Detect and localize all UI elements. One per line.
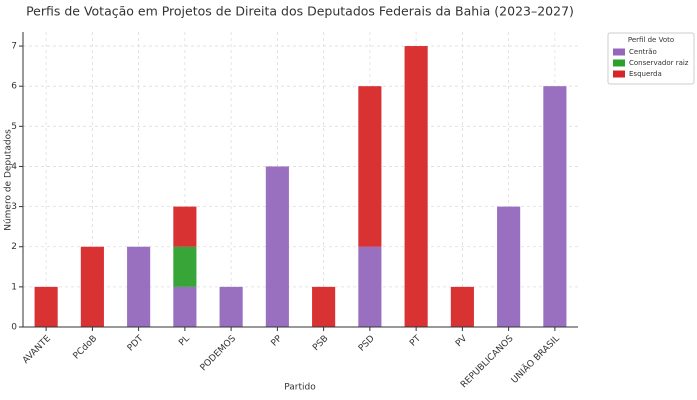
y-tick-label: 4 xyxy=(11,162,17,172)
x-tick-label: PL xyxy=(177,334,191,348)
legend: Perfil de Voto Centrão Conservador raiz Esq… xyxy=(607,32,695,85)
legend-swatch xyxy=(613,48,625,56)
bar-segment xyxy=(404,46,428,328)
legend-title: Perfil de Voto xyxy=(628,36,674,44)
bar-segment xyxy=(358,246,382,327)
bar-segment xyxy=(219,286,243,327)
bar-segment xyxy=(173,286,197,327)
legend-label: Centrão xyxy=(629,48,657,56)
y-tick-label: 1 xyxy=(11,282,17,292)
legend-label: Esquerda xyxy=(629,70,662,78)
bar-segment xyxy=(34,286,58,327)
y-axis-label: Número de Deputados xyxy=(4,129,14,231)
bar-segment xyxy=(80,246,104,327)
x-tick-label: PV xyxy=(454,333,470,349)
bar-segment xyxy=(173,206,197,247)
y-tick-label: 5 xyxy=(11,122,17,132)
bar-segment xyxy=(358,86,382,247)
y-tick-label: 0 xyxy=(11,323,17,333)
bar-segment xyxy=(312,286,336,327)
x-tick-label: PODEMOS xyxy=(199,334,239,374)
legend-swatch xyxy=(613,59,625,67)
legend-box xyxy=(607,32,695,85)
y-tick-label: 2 xyxy=(11,242,17,252)
y-tick-label: 6 xyxy=(11,82,17,92)
y-tick-label: 7 xyxy=(11,42,17,52)
x-tick-label: AVANTE xyxy=(21,334,53,366)
bar-segment xyxy=(450,286,474,327)
bar-segment xyxy=(543,86,567,327)
y-tick-label: 3 xyxy=(11,202,17,212)
x-tick-label: PSD xyxy=(357,334,377,354)
legend-label: Conservador raiz xyxy=(629,59,689,67)
x-tick-label: PSB xyxy=(311,334,330,353)
x-axis-label: Partido xyxy=(284,383,316,393)
x-tick-label: PCdoB xyxy=(72,334,100,362)
chart-title: Perfis de Votação em Projetos de Direita… xyxy=(26,4,574,19)
x-tick-label: PP xyxy=(270,333,285,348)
legend-swatch xyxy=(613,70,625,78)
bar-segment xyxy=(127,246,151,327)
x-tick-label: PDT xyxy=(126,333,146,353)
x-tick-label: UNIÃO BRASIL xyxy=(509,333,562,386)
bar-segment xyxy=(173,246,197,287)
bar-segment xyxy=(497,206,521,327)
bar-segment xyxy=(265,166,289,327)
x-tick-label: PT xyxy=(408,333,423,348)
